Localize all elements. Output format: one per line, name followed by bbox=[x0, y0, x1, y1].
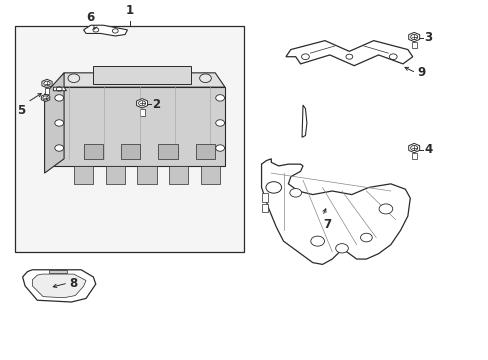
Circle shape bbox=[310, 236, 324, 246]
Polygon shape bbox=[140, 109, 144, 116]
Polygon shape bbox=[42, 79, 52, 88]
Polygon shape bbox=[261, 193, 267, 202]
Polygon shape bbox=[83, 144, 103, 159]
Circle shape bbox=[44, 81, 50, 86]
Polygon shape bbox=[408, 143, 419, 153]
Polygon shape bbox=[105, 166, 125, 184]
Polygon shape bbox=[32, 274, 86, 298]
Polygon shape bbox=[121, 144, 140, 159]
Bar bbox=[15, 26, 244, 252]
Polygon shape bbox=[285, 41, 412, 66]
Polygon shape bbox=[49, 270, 66, 273]
Circle shape bbox=[265, 182, 281, 193]
Circle shape bbox=[55, 95, 63, 101]
Polygon shape bbox=[200, 166, 220, 184]
Polygon shape bbox=[41, 94, 50, 102]
Text: 9: 9 bbox=[417, 66, 425, 79]
Circle shape bbox=[94, 74, 106, 82]
Circle shape bbox=[289, 189, 301, 197]
Text: 6: 6 bbox=[86, 11, 94, 24]
Polygon shape bbox=[93, 66, 190, 84]
Polygon shape bbox=[261, 159, 409, 264]
Polygon shape bbox=[261, 203, 267, 212]
Polygon shape bbox=[136, 99, 147, 108]
Polygon shape bbox=[53, 87, 66, 91]
Polygon shape bbox=[44, 88, 49, 94]
Circle shape bbox=[121, 74, 132, 82]
Text: 5: 5 bbox=[17, 104, 25, 117]
Circle shape bbox=[68, 74, 80, 82]
Polygon shape bbox=[22, 270, 96, 302]
Circle shape bbox=[215, 120, 224, 126]
Text: 2: 2 bbox=[152, 98, 160, 111]
Polygon shape bbox=[44, 73, 64, 173]
Circle shape bbox=[147, 74, 158, 82]
Polygon shape bbox=[195, 144, 215, 159]
Circle shape bbox=[335, 244, 347, 253]
Polygon shape bbox=[168, 166, 188, 184]
Circle shape bbox=[215, 95, 224, 101]
Circle shape bbox=[55, 120, 63, 126]
Polygon shape bbox=[54, 87, 224, 166]
Polygon shape bbox=[411, 153, 416, 159]
Circle shape bbox=[43, 96, 48, 100]
Polygon shape bbox=[137, 166, 157, 184]
Circle shape bbox=[360, 233, 371, 242]
Circle shape bbox=[138, 101, 145, 106]
Circle shape bbox=[199, 74, 211, 82]
Circle shape bbox=[215, 145, 224, 151]
Text: 4: 4 bbox=[423, 143, 431, 156]
Circle shape bbox=[410, 145, 417, 150]
Polygon shape bbox=[74, 166, 93, 184]
Polygon shape bbox=[411, 42, 416, 48]
Circle shape bbox=[378, 204, 392, 214]
Circle shape bbox=[173, 74, 184, 82]
Text: 8: 8 bbox=[69, 276, 77, 289]
Polygon shape bbox=[158, 144, 178, 159]
Circle shape bbox=[410, 35, 417, 40]
Polygon shape bbox=[408, 32, 419, 42]
Text: 7: 7 bbox=[323, 218, 331, 231]
Text: 1: 1 bbox=[125, 4, 134, 17]
Polygon shape bbox=[302, 105, 306, 137]
Polygon shape bbox=[54, 73, 224, 87]
Text: 3: 3 bbox=[423, 31, 431, 44]
Polygon shape bbox=[83, 25, 127, 36]
Circle shape bbox=[55, 145, 63, 151]
